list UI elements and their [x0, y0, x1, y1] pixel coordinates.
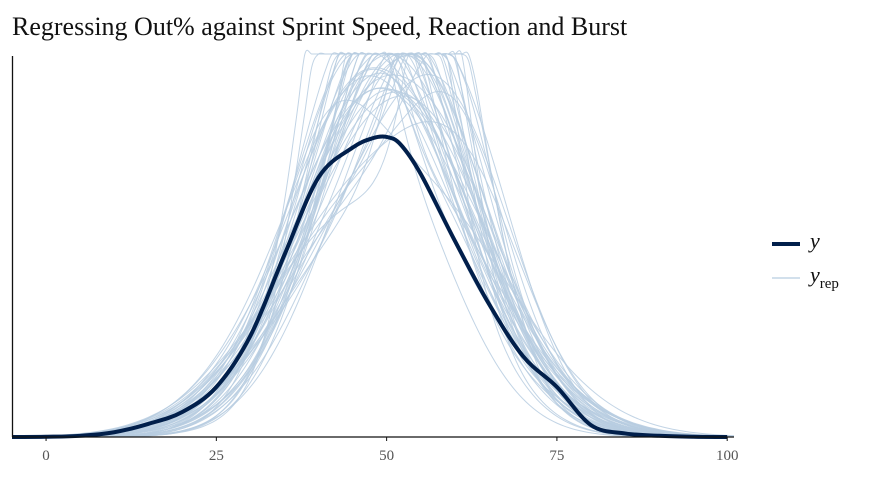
- legend: y yrep: [772, 228, 839, 292]
- chart-title: Regressing Out% against Sprint Speed, Re…: [12, 12, 628, 41]
- yrep-line: [11, 54, 735, 438]
- yrep-line: [11, 51, 735, 438]
- yrep-line: [12, 52, 735, 438]
- yrep-line: [11, 99, 735, 438]
- x-axis-ticks: 0 25 50 75 100: [42, 437, 738, 464]
- yrep-line: [11, 55, 735, 438]
- yrep-line: [11, 49, 734, 438]
- x-tick-label: 0: [42, 448, 50, 464]
- yrep-line: [12, 51, 735, 438]
- yrep-lines: [11, 49, 735, 438]
- x-tick-label: 100: [716, 448, 739, 464]
- yrep-line: [11, 52, 735, 438]
- yrep-line: [11, 75, 735, 438]
- yrep-line: [11, 121, 735, 438]
- yrep-line: [11, 67, 735, 438]
- yrep-line: [11, 74, 735, 438]
- x-tick-label: 50: [379, 448, 394, 464]
- y-line: [11, 134, 728, 439]
- x-tick-label: 75: [549, 448, 564, 464]
- yrep-line: [11, 74, 735, 438]
- yrep-line: [11, 68, 735, 438]
- legend-label-y: y: [808, 228, 820, 253]
- legend-label-yrep: yrep: [808, 262, 839, 292]
- yrep-line: [11, 50, 735, 438]
- yrep-line: [12, 52, 735, 438]
- x-tick-label: 25: [209, 448, 224, 464]
- yrep-line: [11, 50, 735, 438]
- y-line-group: [11, 134, 728, 439]
- yrep-line: [11, 52, 735, 438]
- yrep-line: [11, 54, 735, 438]
- yrep-line: [11, 51, 735, 438]
- yrep-line: [11, 95, 735, 438]
- yrep-line: [11, 53, 735, 438]
- yrep-line: [12, 52, 735, 438]
